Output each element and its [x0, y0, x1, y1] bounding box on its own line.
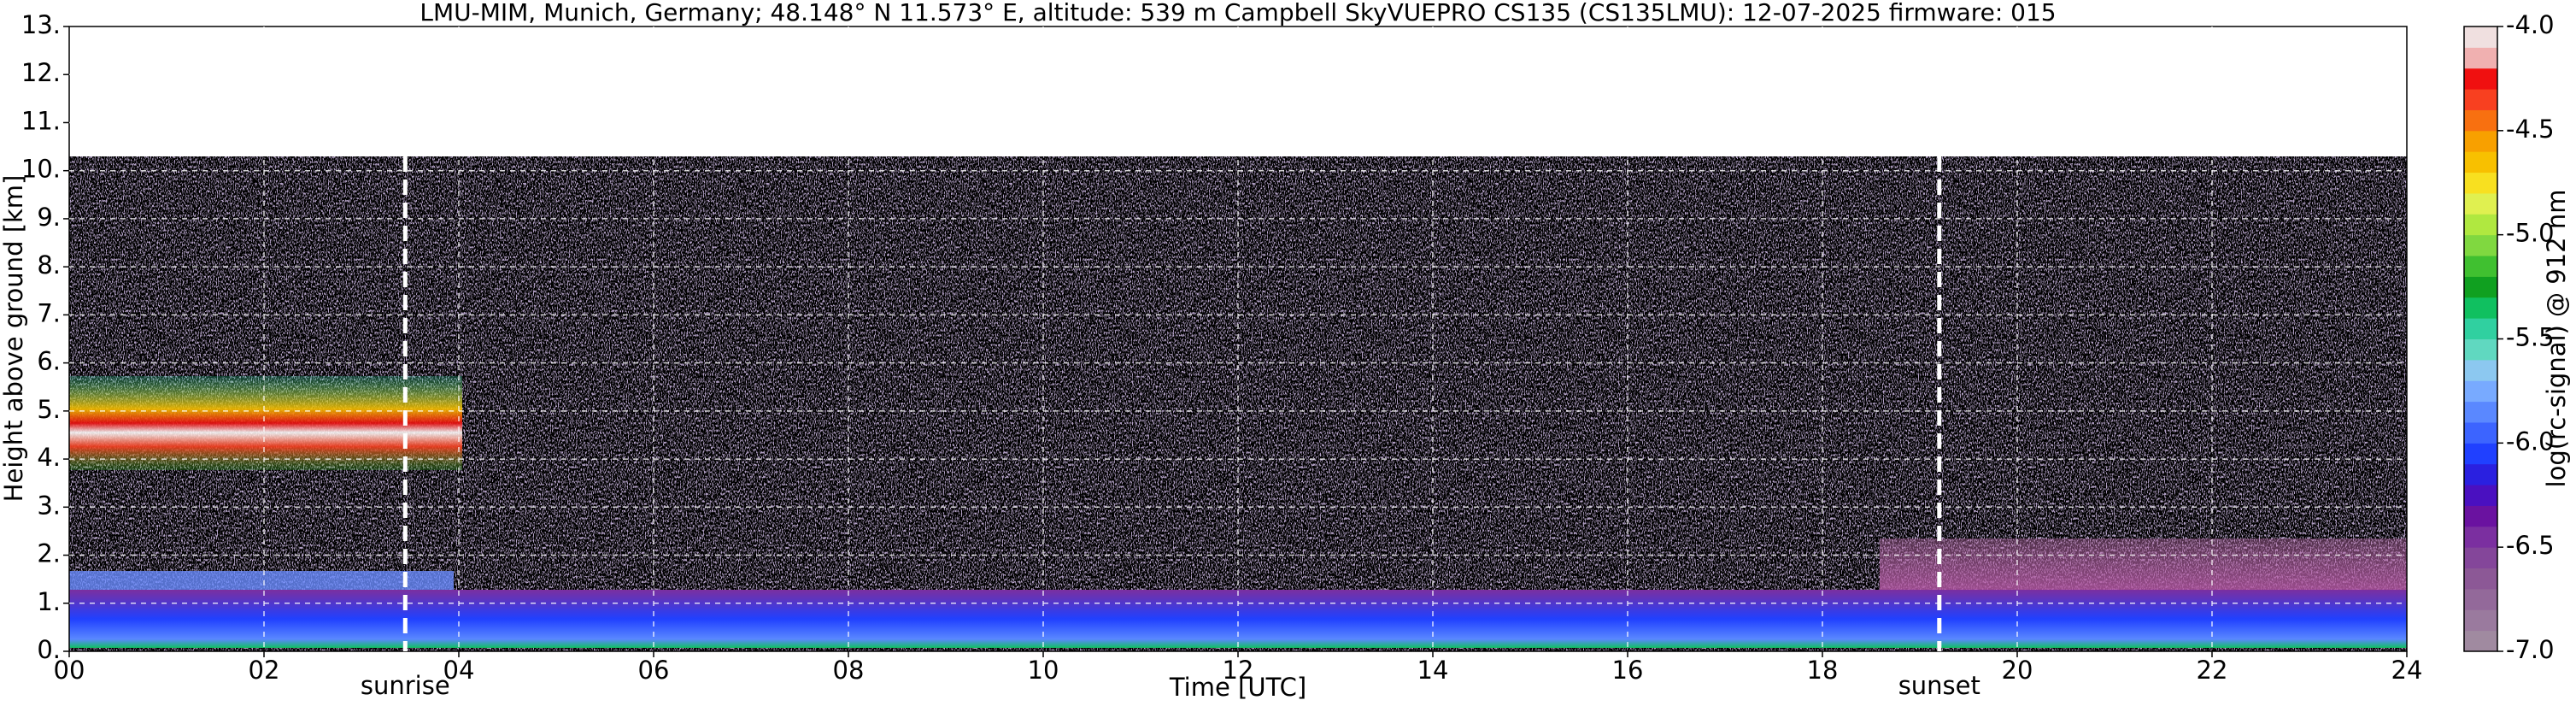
- colorbar-tick-label: -6.5: [2506, 531, 2555, 560]
- x-tick-label: 20: [2002, 656, 2033, 685]
- colorbar-swatch: [2464, 380, 2497, 403]
- y-tick-label: 2.: [37, 539, 61, 568]
- colorbar-swatch: [2464, 172, 2497, 194]
- colorbar-label: log(rc-signal) @ 912 nm: [2542, 190, 2571, 488]
- colorbar-swatch: [2464, 463, 2497, 485]
- x-tick-label: 18: [1807, 656, 1839, 685]
- colorbar-swatch: [2464, 568, 2497, 590]
- colorbar-tick-label: -6.0: [2506, 427, 2555, 456]
- colorbar-tick-label: -4.0: [2506, 10, 2555, 39]
- x-tick-label: 06: [638, 656, 670, 685]
- x-tick-label: 00: [54, 656, 85, 685]
- colorbar-swatch: [2464, 214, 2497, 236]
- colorbar-swatch: [2464, 151, 2497, 174]
- y-tick-label: 8.: [37, 250, 61, 279]
- colorbar-swatch: [2464, 47, 2497, 69]
- annotation-label: sunrise: [361, 671, 450, 700]
- colorbar-swatch: [2464, 609, 2497, 632]
- colorbar-swatch: [2464, 588, 2497, 610]
- chart-title: LMU-MIM, Munich, Germany; 48.148° N 11.5…: [420, 0, 2056, 26]
- colorbar-swatch: [2464, 485, 2497, 506]
- colorbar-swatch: [2464, 421, 2497, 444]
- colorbar-swatch: [2464, 68, 2497, 90]
- y-tick-label: 9.: [37, 203, 61, 232]
- y-tick-label: 5.: [37, 395, 61, 424]
- colorbar-swatch: [2464, 256, 2497, 277]
- y-tick-label: 11.: [21, 106, 61, 135]
- colorbar-swatch: [2464, 89, 2497, 110]
- cloud-layer: [69, 376, 462, 470]
- colorbar-swatch: [2464, 297, 2497, 319]
- x-axis-label: Time [UTC]: [1169, 673, 1306, 702]
- y-tick-label: 0.: [37, 635, 61, 664]
- colorbar-tick-label: -5.5: [2506, 323, 2555, 352]
- y-tick-label: 10.: [21, 155, 61, 184]
- colorbar-swatch: [2464, 318, 2497, 339]
- x-tick-label: 24: [2391, 656, 2423, 685]
- boundary-layer: [69, 590, 2407, 648]
- y-tick-label: 4.: [37, 443, 61, 472]
- colorbar-swatch: [2464, 505, 2497, 527]
- y-tick-label: 6.: [37, 347, 61, 376]
- x-tick-label: 22: [2197, 656, 2228, 685]
- x-tick-label: 02: [249, 656, 280, 685]
- colorbar-swatch: [2464, 234, 2497, 256]
- y-tick-label: 13.: [21, 10, 61, 39]
- colorbar-swatch: [2464, 547, 2497, 569]
- y-axis-label: Height above ground [km]: [0, 175, 28, 503]
- y-tick-label: 7.: [37, 298, 61, 327]
- colorbar-swatch: [2464, 526, 2497, 548]
- annotation-label: sunset: [1898, 671, 1980, 700]
- y-tick-label: 1.: [37, 587, 61, 616]
- colorbar-swatch: [2464, 443, 2497, 465]
- x-tick-label: 16: [1612, 656, 1644, 685]
- x-tick-label: 10: [1028, 656, 1059, 685]
- colorbar-swatch: [2464, 401, 2497, 423]
- x-tick-label: 08: [833, 656, 865, 685]
- colorbar-tick-label: -4.5: [2506, 115, 2555, 144]
- x-tick-label: 14: [1417, 656, 1449, 685]
- colorbar-tick-label: -7.0: [2506, 635, 2555, 664]
- colorbar-swatch: [2464, 26, 2497, 48]
- x-tick-label: 04: [443, 656, 475, 685]
- colorbar-swatch: [2464, 630, 2497, 652]
- colorbar-swatch: [2464, 338, 2497, 361]
- colorbar-swatch: [2464, 109, 2497, 132]
- y-tick-label: 12.: [21, 58, 61, 87]
- colorbar-tick-label: -5.0: [2506, 219, 2555, 248]
- colorbar-swatch: [2464, 276, 2497, 298]
- x-tick-label: 12: [1223, 656, 1254, 685]
- colorbar-swatch: [2464, 130, 2497, 152]
- y-tick-label: 3.: [37, 491, 61, 520]
- colorbar-swatch: [2464, 192, 2497, 215]
- colorbar-swatch: [2464, 359, 2497, 381]
